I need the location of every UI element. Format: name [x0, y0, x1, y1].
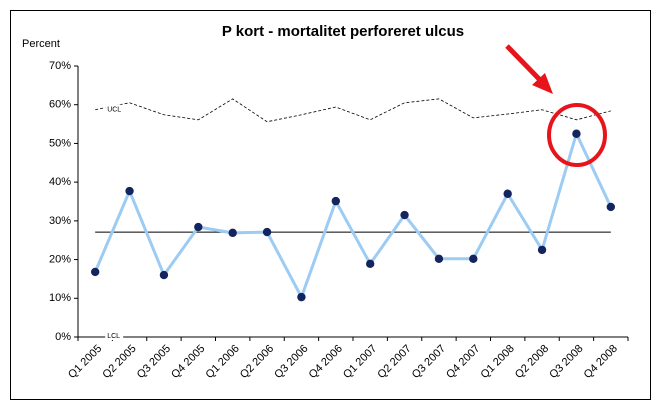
data-point [125, 186, 134, 196]
x-tick-label: Q1 2008 [479, 343, 517, 381]
data-point [572, 129, 581, 138]
data-point [297, 292, 306, 302]
y-axis-label: Percent [22, 38, 60, 50]
x-tick-label: Q1 2006 [204, 343, 242, 381]
annotation-arrow [505, 44, 544, 84]
chart-border [10, 10, 651, 400]
data-point [469, 254, 478, 263]
data-point [400, 210, 409, 220]
y-tick-label: 20% [49, 253, 71, 265]
x-tick-label: Q2 2008 [513, 343, 551, 381]
ucl-label-bg [105, 104, 124, 115]
lcl-label: LCL [107, 333, 120, 340]
x-tick-label: Q1 2007 [341, 343, 379, 381]
annotation-arrowhead [532, 73, 553, 94]
x-tick-label: Q3 2006 [272, 343, 310, 381]
x-tick-label: Q4 2005 [169, 343, 207, 381]
data-point [434, 254, 444, 263]
y-tick-label: 70% [49, 60, 71, 72]
data-point [194, 222, 203, 232]
y-tick-label: 40% [49, 176, 71, 188]
x-tick-label: Q4 2007 [444, 343, 482, 381]
data-point [159, 270, 169, 280]
x-tick-label: Q3 2007 [410, 343, 448, 381]
y-tick-label: 60% [49, 99, 71, 111]
x-tick-label: Q2 2006 [238, 343, 276, 381]
y-tick-label: 0% [55, 331, 71, 343]
x-tick-label: Q4 2008 [582, 343, 620, 381]
x-tick-label: Q4 2006 [307, 343, 345, 381]
x-tick-label: Q2 2007 [375, 343, 413, 381]
data-point [606, 202, 616, 212]
y-tick-label: 30% [49, 215, 71, 227]
data-point [365, 259, 375, 269]
data-point [331, 196, 341, 206]
y-tick-label: 10% [49, 292, 71, 304]
lcl-label-bg [105, 332, 124, 340]
y-tick-label: 50% [49, 137, 71, 149]
ucl-line [95, 98, 611, 123]
data-point [537, 245, 547, 255]
series-line [93, 129, 613, 301]
ucl-label: UCL [107, 107, 121, 114]
x-tick-label: Q2 2005 [100, 343, 138, 381]
data-point [503, 189, 512, 198]
annotation-circle [547, 103, 607, 167]
x-tick-label: Q3 2005 [135, 343, 173, 381]
data-point [228, 228, 237, 238]
chart-title: P kort - mortalitet perforeret ulcus [222, 23, 464, 40]
x-tick-label: Q3 2008 [547, 343, 585, 381]
data-point [262, 227, 272, 237]
data-point [90, 267, 100, 277]
x-tick-label: Q1 2005 [66, 343, 104, 381]
